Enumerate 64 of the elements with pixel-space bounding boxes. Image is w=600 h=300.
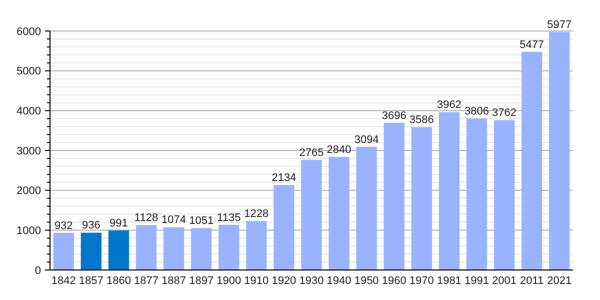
data-label: 2134	[272, 172, 296, 184]
data-label: 5477	[520, 38, 544, 51]
data-label: 3696	[382, 110, 406, 122]
bar	[80, 232, 102, 270]
x-tick-label: 2021	[547, 275, 572, 287]
x-tick-label: 1842	[51, 275, 76, 287]
bar	[384, 122, 404, 270]
x-tick-label: 1950	[354, 275, 379, 287]
bar	[549, 32, 570, 270]
x-tick-label: 1910	[244, 275, 269, 287]
bar	[108, 230, 130, 270]
x-tick-label: 1897	[189, 275, 214, 287]
bar	[301, 160, 322, 270]
bar	[246, 221, 267, 270]
x-tick-label: 1887	[162, 275, 186, 287]
data-label: 932	[54, 220, 73, 232]
data-label: 936	[82, 220, 100, 232]
data-label: 3762	[492, 107, 517, 120]
data-label: 2840	[326, 144, 352, 156]
bar	[466, 118, 488, 270]
y-tick-label: 5000	[16, 66, 41, 78]
data-label: 2765	[299, 146, 324, 159]
y-tick-label: 2000	[16, 185, 41, 198]
bar	[136, 225, 157, 270]
x-tick-label: 1860	[106, 275, 131, 287]
x-tick-label: 1940	[326, 275, 352, 287]
bar	[522, 52, 542, 270]
bar	[163, 227, 184, 270]
data-label: 991	[110, 218, 128, 230]
x-tick-label: 2001	[492, 275, 517, 287]
data-label: 1128	[134, 212, 158, 224]
x-tick-label: 1900	[216, 275, 242, 287]
data-label: 1135	[217, 212, 241, 224]
y-tick-label: 3000	[16, 145, 41, 158]
x-tick-label: 2011	[520, 275, 544, 287]
bar	[191, 228, 212, 270]
data-label: 1074	[162, 214, 186, 226]
data-label: 3962	[436, 99, 462, 112]
data-label: 1051	[189, 215, 214, 228]
bar	[438, 112, 460, 270]
y-tick-label: 6000	[16, 26, 41, 38]
bar	[328, 156, 350, 270]
data-label: 1228	[244, 208, 269, 220]
x-tick-label: 1877	[134, 275, 158, 287]
bar	[494, 120, 515, 270]
x-tick-label: 1857	[78, 275, 104, 287]
bar	[218, 224, 240, 270]
data-label: 3806	[464, 105, 489, 118]
x-tick-label: 1960	[382, 275, 406, 287]
bar	[356, 146, 377, 270]
bar	[411, 127, 432, 270]
y-tick-label: 0	[34, 264, 41, 277]
x-tick-label: 1981	[436, 275, 462, 287]
bar	[274, 184, 294, 270]
y-tick-label: 4000	[16, 106, 41, 118]
bar	[53, 232, 74, 270]
data-label: 5977	[547, 18, 572, 31]
data-label: 3586	[409, 114, 434, 126]
y-tick-label: 1000	[16, 225, 41, 238]
data-label: 3094	[354, 134, 379, 146]
x-tick-label: 1920	[272, 275, 296, 287]
x-tick-label: 1970	[409, 275, 434, 287]
x-tick-label: 1991	[464, 275, 489, 287]
x-tick-label: 1930	[299, 275, 324, 287]
